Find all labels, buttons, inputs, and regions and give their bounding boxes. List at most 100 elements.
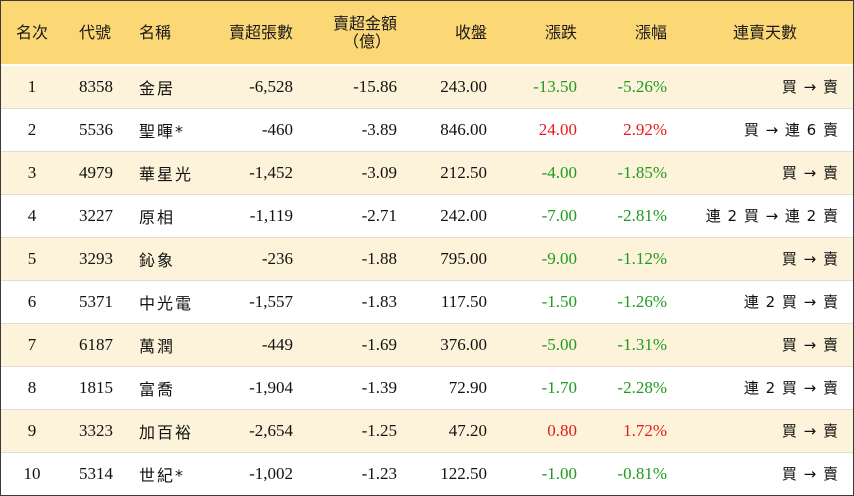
cell-sell-volume: -236 xyxy=(213,236,303,280)
cell-rank: 10 xyxy=(1,451,63,495)
cell-name: 金居 xyxy=(131,64,213,108)
cell-streak: 買 → 連 6 賣 xyxy=(677,107,853,151)
cell-change-pct: -1.31% xyxy=(587,322,677,366)
cell-name: 華星光 xyxy=(131,150,213,194)
cell-change-pct: 1.72% xyxy=(587,408,677,452)
cell-change: -1.50 xyxy=(497,279,587,323)
cell-change-pct: 2.92% xyxy=(587,107,677,151)
cell-change: -1.70 xyxy=(497,365,587,409)
cell-name: 中光電 xyxy=(131,279,213,323)
header-change-pct: 漲幅 xyxy=(634,22,667,42)
cell-sell-volume: -1,452 xyxy=(213,150,303,194)
cell-rank: 1 xyxy=(1,64,63,108)
table-row: 9 3323 加百裕 -2,654 -1.25 47.20 0.80 1.72% 買 → 賣 xyxy=(1,408,853,452)
cell-code: 6187 xyxy=(63,322,131,366)
cell-change-pct: -2.28% xyxy=(587,365,677,409)
cell-code: 4979 xyxy=(63,150,131,194)
cell-rank: 8 xyxy=(1,365,63,409)
cell-change-pct: -1.26% xyxy=(587,279,677,323)
table-row: 8 1815 富喬 -1,904 -1.39 72.90 -1.70 -2.28% 連 2 買 … xyxy=(1,365,853,409)
cell-sell-amount: -3.09 xyxy=(303,150,407,194)
cell-name: 鈊象 xyxy=(131,236,213,280)
header-sell-amount: 賣超金額 （億） xyxy=(303,1,407,65)
cell-rank: 4 xyxy=(1,193,63,237)
cell-code: 3323 xyxy=(63,408,131,452)
header-streak: 連賣天數 xyxy=(732,22,797,42)
cell-rank: 9 xyxy=(1,408,63,452)
header-code: 代號 xyxy=(79,22,112,42)
cell-close: 72.90 xyxy=(407,365,497,409)
cell-change: -13.50 xyxy=(497,64,587,108)
cell-change: -5.00 xyxy=(497,322,587,366)
cell-name: 萬潤 xyxy=(131,322,213,366)
cell-change: -1.00 xyxy=(497,451,587,495)
cell-change: -9.00 xyxy=(497,236,587,280)
cell-name: 原相 xyxy=(131,193,213,237)
cell-change-pct: -5.26% xyxy=(587,64,677,108)
header-sell-volume: 賣超張數 xyxy=(228,22,293,42)
cell-sell-volume: -449 xyxy=(213,322,303,366)
table-row: 6 5371 中光電 -1,557 -1.83 117.50 -1.50 -1.26% 連 2 … xyxy=(1,279,853,323)
cell-name: 富喬 xyxy=(131,365,213,409)
cell-close: 846.00 xyxy=(407,107,497,151)
table-body: 1 8358 金居 -6,528 -15.86 243.00 -13.50 -5.26% 買 →… xyxy=(1,64,853,495)
cell-streak: 買 → 賣 xyxy=(677,451,853,495)
table-row: 3 4979 華星光 -1,452 -3.09 212.50 -4.00 -1.85% 買 → … xyxy=(1,150,853,194)
cell-close: 243.00 xyxy=(407,64,497,108)
table-row: 7 6187 萬潤 -449 -1.69 376.00 -5.00 -1.31% 買 → 賣 xyxy=(1,322,853,366)
header-row: 名次 代號 名稱 賣超張數 賣超金額 （億） 收盤 漲跌 漲幅 連賣天數 xyxy=(1,1,853,65)
cell-code: 3227 xyxy=(63,193,131,237)
cell-sell-amount: -15.86 xyxy=(303,64,407,108)
cell-sell-volume: -460 xyxy=(213,107,303,151)
cell-sell-amount: -1.23 xyxy=(303,451,407,495)
table-row: 5 3293 鈊象 -236 -1.88 795.00 -9.00 -1.12% 買 → 賣 xyxy=(1,236,853,280)
cell-code: 5371 xyxy=(63,279,131,323)
cell-code: 5314 xyxy=(63,451,131,495)
cell-rank: 5 xyxy=(1,236,63,280)
cell-rank: 6 xyxy=(1,279,63,323)
cell-sell-volume: -1,002 xyxy=(213,451,303,495)
table-row: 1 8358 金居 -6,528 -15.86 243.00 -13.50 -5.26% 買 →… xyxy=(1,64,853,108)
cell-code: 1815 xyxy=(63,365,131,409)
cell-close: 795.00 xyxy=(407,236,497,280)
header-close: 收盤 xyxy=(454,22,487,42)
cell-change: 0.80 xyxy=(497,408,587,452)
cell-streak: 買 → 賣 xyxy=(677,236,853,280)
cell-close: 117.50 xyxy=(407,279,497,323)
cell-close: 376.00 xyxy=(407,322,497,366)
cell-name: 加百裕 xyxy=(131,408,213,452)
table-row: 2 5536 聖暉* -460 -3.89 846.00 24.00 2.92% 買 → 連 6… xyxy=(1,107,853,151)
cell-name: 世紀* xyxy=(131,451,213,495)
cell-sell-amount: -1.83 xyxy=(303,279,407,323)
table-row: 10 5314 世紀* -1,002 -1.23 122.50 -1.00 -0.81% 買 →… xyxy=(1,451,853,495)
cell-change: 24.00 xyxy=(497,107,587,151)
cell-sell-volume: -6,528 xyxy=(213,64,303,108)
cell-streak: 買 → 賣 xyxy=(677,322,853,366)
cell-code: 5536 xyxy=(63,107,131,151)
cell-change-pct: -2.81% xyxy=(587,193,677,237)
cell-streak: 連 2 買 → 連 2 賣 xyxy=(677,193,853,237)
header-name: 名稱 xyxy=(139,22,172,42)
cell-streak: 買 → 賣 xyxy=(677,150,853,194)
cell-sell-amount: -2.71 xyxy=(303,193,407,237)
cell-code: 8358 xyxy=(63,64,131,108)
header-sell-amount-line1: 賣超金額 xyxy=(332,13,397,33)
cell-code: 3293 xyxy=(63,236,131,280)
cell-streak: 連 2 買 → 賣 xyxy=(677,365,853,409)
cell-close: 47.20 xyxy=(407,408,497,452)
header-rank: 名次 xyxy=(15,22,48,42)
cell-rank: 3 xyxy=(1,150,63,194)
cell-close: 242.00 xyxy=(407,193,497,237)
header-sell-amount-line2: （億） xyxy=(342,31,391,51)
cell-change-pct: -1.12% xyxy=(587,236,677,280)
cell-change: -7.00 xyxy=(497,193,587,237)
cell-sell-volume: -2,654 xyxy=(213,408,303,452)
cell-change-pct: -1.85% xyxy=(587,150,677,194)
cell-close: 122.50 xyxy=(407,451,497,495)
cell-name: 聖暉* xyxy=(131,107,213,151)
cell-sell-amount: -1.25 xyxy=(303,408,407,452)
cell-sell-volume: -1,904 xyxy=(213,365,303,409)
cell-close: 212.50 xyxy=(407,150,497,194)
